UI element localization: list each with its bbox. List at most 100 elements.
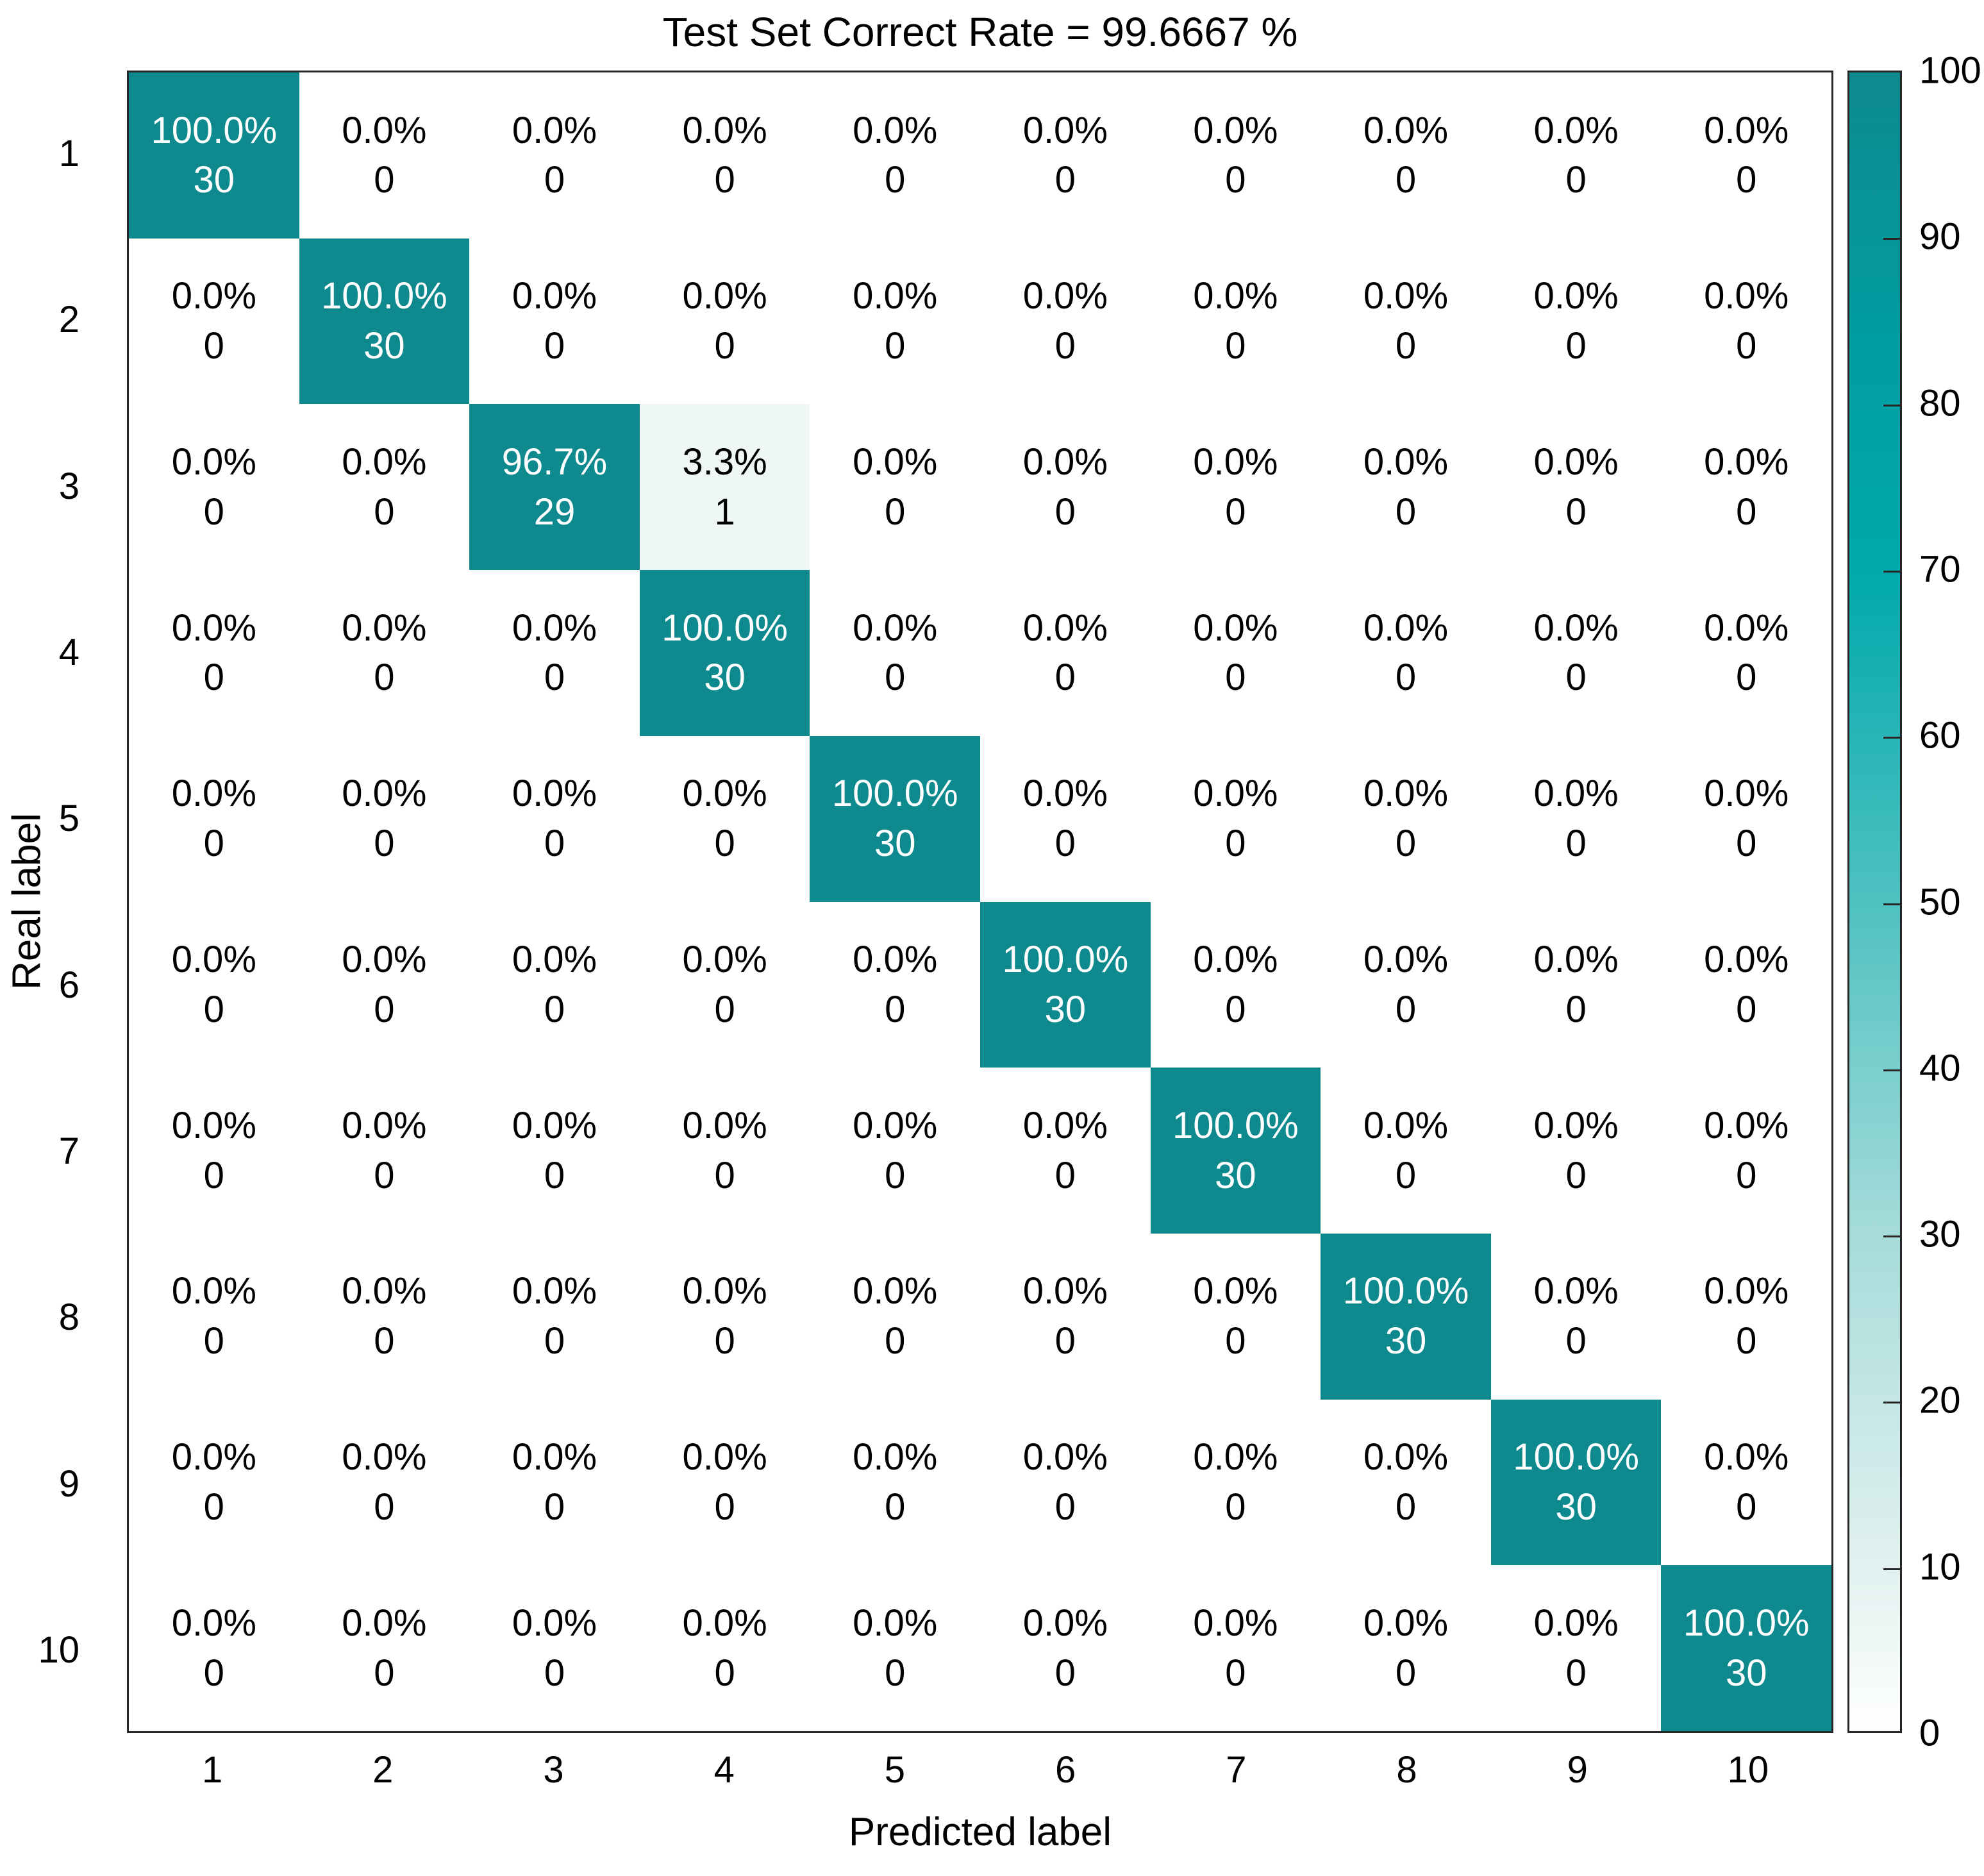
cell-percent: 0.0% [512, 1270, 597, 1312]
x-tick-label: 6 [1055, 1749, 1076, 1791]
cell-count: 0 [1736, 159, 1757, 201]
cell-count: 0 [1055, 1486, 1076, 1528]
confusion-matrix-grid: 100.0% 30 0.0% 0 0.0% 0 0.0% 0 0.0% 0 0.0% 0 0.0% 0 0.… [129, 72, 1831, 1731]
cell-percent: 0.0% [1704, 109, 1789, 151]
cell-percent: 0.0% [512, 939, 597, 981]
cell-percent: 0.0% [1193, 607, 1278, 649]
x-tick-label: 10 [1727, 1749, 1769, 1791]
matrix-cell: 0.0% 0 [469, 1565, 640, 1731]
colorbar-tick-label: 100 [1919, 49, 1981, 92]
cell-percent: 0.0% [1022, 1602, 1108, 1644]
matrix-cell: 0.0% 0 [129, 735, 299, 902]
matrix-cell: 0.0% 0 [129, 404, 299, 571]
matrix-cell: 0.0% 0 [1661, 1233, 1831, 1400]
matrix-cell: 0.0% 0 [1321, 1565, 1491, 1731]
cell-count: 0 [374, 1486, 395, 1528]
cell-count: 0 [374, 159, 395, 201]
cell-percent: 0.0% [853, 1602, 938, 1644]
colorbar-tick-label: 10 [1919, 1546, 1961, 1588]
colorbar-tick [1883, 238, 1900, 240]
y-tick-label: 2 [58, 299, 79, 341]
colorbar-tick [1883, 404, 1900, 406]
cell-count: 0 [1565, 657, 1587, 699]
cell-count: 30 [193, 159, 235, 201]
cell-percent: 0.0% [342, 1104, 427, 1146]
matrix-cell: 0.0% 0 [1150, 901, 1321, 1068]
colorbar-tick [1883, 1235, 1900, 1238]
cell-count: 30 [704, 657, 746, 699]
cell-count: 0 [1225, 325, 1246, 367]
cell-percent: 0.0% [512, 773, 597, 815]
matrix-cell: 0.0% 0 [1321, 404, 1491, 571]
cell-percent: 0.0% [1022, 440, 1108, 483]
matrix-cell: 0.0% 0 [1661, 570, 1831, 736]
cell-percent: 0.0% [1533, 607, 1619, 649]
y-tick-label: 7 [58, 1130, 79, 1172]
cell-percent: 0.0% [1193, 773, 1278, 815]
cell-percent: 0.0% [1193, 1436, 1278, 1478]
cell-count: 0 [1565, 159, 1587, 201]
cell-percent: 0.0% [682, 275, 767, 317]
cell-count: 0 [374, 1320, 395, 1362]
cell-count: 0 [1055, 657, 1076, 699]
cell-percent: 0.0% [1704, 1104, 1789, 1146]
y-tick-label: 10 [38, 1629, 79, 1671]
cell-count: 0 [885, 1154, 906, 1196]
colorbar-tick-label: 0 [1919, 1712, 1940, 1754]
cell-count: 0 [1395, 325, 1417, 367]
matrix-cell: 0.0% 0 [1321, 735, 1491, 902]
matrix-cell: 0.0% 0 [1490, 1233, 1662, 1400]
cell-percent: 0.0% [853, 109, 938, 151]
cell-percent: 0.0% [512, 1104, 597, 1146]
cell-percent: 0.0% [853, 607, 938, 649]
cell-percent: 0.0% [1704, 607, 1789, 649]
cell-count: 0 [203, 988, 224, 1030]
cell-percent: 0.0% [1363, 109, 1449, 151]
cell-count: 30 [1044, 988, 1087, 1030]
matrix-cell: 0.0% 0 [299, 1068, 470, 1234]
cell-percent: 0.0% [1022, 275, 1108, 317]
matrix-cell: 0.0% 0 [1150, 1565, 1321, 1731]
cell-percent: 0.0% [342, 1602, 427, 1644]
matrix-cell: 100.0% 30 [1150, 1068, 1321, 1234]
matrix-cell: 100.0% 30 [980, 901, 1151, 1068]
cell-count: 0 [544, 325, 565, 367]
cell-percent: 0.0% [1704, 440, 1789, 483]
cell-count: 0 [1565, 1320, 1587, 1362]
cell-percent: 0.0% [342, 440, 427, 483]
matrix-cell: 3.3% 1 [639, 404, 810, 571]
cell-percent: 0.0% [1022, 773, 1108, 815]
matrix-cell: 0.0% 0 [1661, 72, 1831, 239]
matrix-cell: 0.0% 0 [810, 901, 980, 1068]
colorbar-tick-label: 60 [1919, 714, 1961, 757]
cell-count: 0 [714, 988, 735, 1030]
cell-count: 0 [544, 159, 565, 201]
cell-count: 0 [1395, 159, 1417, 201]
cell-count: 0 [203, 1486, 224, 1528]
matrix-cell: 0.0% 0 [1150, 1233, 1321, 1400]
y-tick-label: 8 [58, 1296, 79, 1339]
matrix-cell: 0.0% 0 [810, 570, 980, 736]
cell-count: 0 [203, 490, 224, 533]
colorbar-tick [1883, 903, 1900, 905]
cell-percent: 0.0% [171, 607, 256, 649]
matrix-cell: 0.0% 0 [469, 1233, 640, 1400]
cell-count: 0 [1055, 490, 1076, 533]
matrix-cell: 0.0% 0 [810, 404, 980, 571]
y-tick-label: 5 [58, 798, 79, 840]
cell-count: 0 [544, 1652, 565, 1694]
matrix-cell: 0.0% 0 [810, 1399, 980, 1566]
cell-percent: 0.0% [1704, 1436, 1789, 1478]
cell-percent: 0.0% [1363, 1602, 1449, 1644]
matrix-cell: 0.0% 0 [980, 238, 1151, 405]
matrix-cell: 100.0% 30 [639, 570, 810, 736]
cell-percent: 0.0% [1022, 1270, 1108, 1312]
matrix-cell: 0.0% 0 [1321, 570, 1491, 736]
cell-percent: 0.0% [853, 1436, 938, 1478]
matrix-cell: 0.0% 0 [1150, 735, 1321, 902]
cell-percent: 0.0% [512, 109, 597, 151]
cell-percent: 0.0% [1363, 773, 1449, 815]
cell-count: 0 [544, 1486, 565, 1528]
matrix-cell: 0.0% 0 [980, 72, 1151, 239]
matrix-cell: 0.0% 0 [810, 238, 980, 405]
